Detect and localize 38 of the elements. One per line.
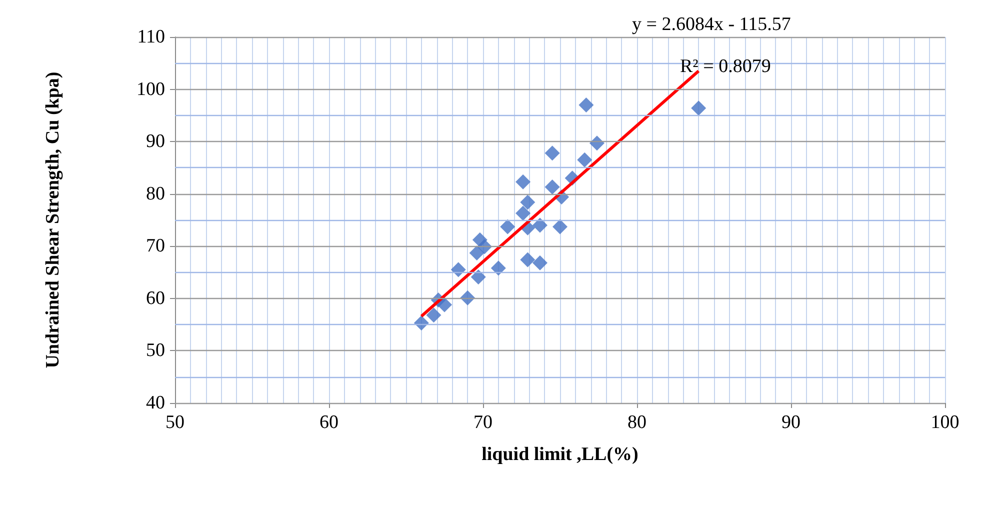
y-tick-label: 80 [146, 183, 165, 204]
x-tick-label: 80 [628, 412, 646, 433]
point [450, 262, 466, 278]
point [589, 136, 604, 151]
point [691, 100, 706, 116]
point [520, 252, 536, 268]
y-tick-label: 40 [146, 392, 165, 414]
y-tick-label: 100 [136, 78, 165, 100]
point [577, 152, 592, 168]
annotation: R² = 0.8079 [680, 56, 771, 77]
point [437, 297, 452, 312]
point [426, 308, 442, 323]
y-tick-label: 70 [146, 236, 165, 257]
point [469, 245, 484, 260]
point [544, 180, 560, 195]
point [470, 269, 486, 284]
point [544, 146, 560, 161]
y-tick-label: 50 [146, 340, 165, 362]
x-tick-label: 60 [320, 412, 338, 433]
y-tick-label: 60 [146, 288, 165, 309]
y-tick-label: 90 [146, 131, 165, 152]
x-tick-label: 90 [782, 412, 800, 433]
point [516, 206, 531, 221]
point [500, 219, 516, 234]
y-tick-label: 110 [137, 26, 165, 48]
point [532, 255, 548, 270]
x-tick-label: 70 [474, 412, 492, 433]
point [532, 218, 548, 233]
x-tick-label: 50 [166, 412, 184, 433]
point [552, 219, 568, 234]
y-axis-title: Undrained Shear Strength, Cu (kpa) [42, 72, 64, 368]
x-tick-label: 100 [930, 412, 960, 433]
x-axis-title: liquid limit ,LL(%) [482, 444, 638, 465]
text: y = 2.6084x - 115.57 [632, 14, 791, 35]
point [490, 260, 506, 276]
point [520, 194, 536, 210]
point [578, 97, 594, 112]
point [516, 174, 531, 190]
